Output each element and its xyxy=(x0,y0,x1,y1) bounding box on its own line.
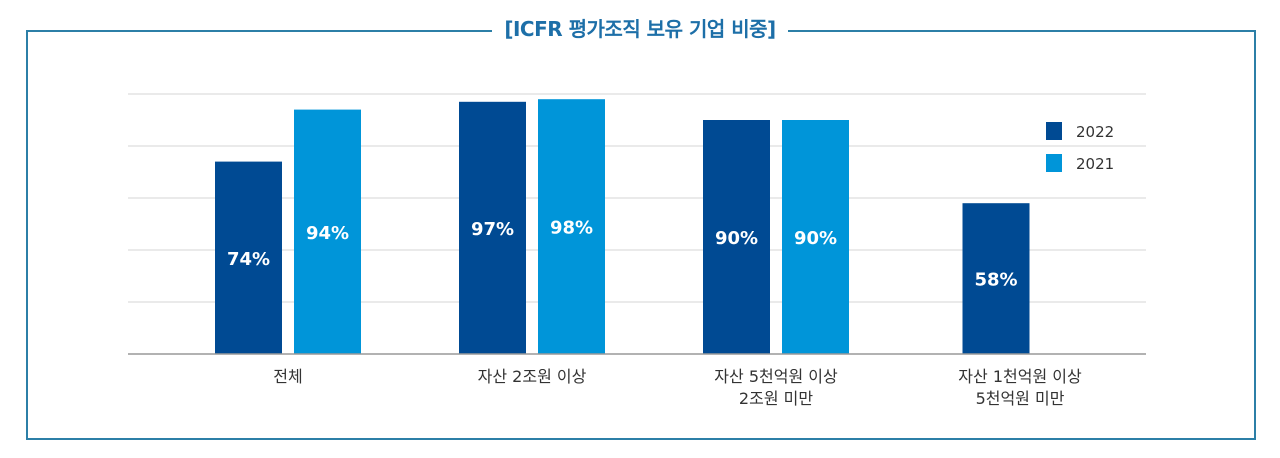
chart-title: [ICFR 평가조직 보유 기업 비중] xyxy=(492,14,788,44)
bar-2022-0 xyxy=(215,161,282,354)
bar-2021-2 xyxy=(782,120,849,354)
legend-label-2021: 2021 xyxy=(1076,155,1114,173)
legend-label-2022: 2022 xyxy=(1076,123,1114,141)
data-label: 90% xyxy=(715,228,758,249)
category-label: 자산 5천억원 이상 xyxy=(714,367,838,386)
data-label: 58% xyxy=(974,270,1017,291)
bar-2022-1 xyxy=(459,101,526,354)
data-label: 94% xyxy=(306,223,349,244)
legend-swatch-2022 xyxy=(1046,122,1062,140)
data-label: 74% xyxy=(227,249,270,270)
data-label: 98% xyxy=(550,218,593,239)
bar-2022-3 xyxy=(962,203,1030,354)
category-label: 자산 2조원 이상 xyxy=(478,367,587,386)
bar-2022-2 xyxy=(703,120,770,354)
data-label: 97% xyxy=(471,219,514,240)
data-label: 90% xyxy=(794,228,837,249)
legend-swatch-2021 xyxy=(1046,154,1062,172)
category-label: 전체 xyxy=(273,367,302,386)
bar-2021-1 xyxy=(538,99,605,354)
category-label: 2조원 미만 xyxy=(739,389,813,408)
category-label: 자산 1천억원 이상 xyxy=(958,367,1082,386)
bar-2021-0 xyxy=(294,109,361,354)
category-label: 5천억원 미만 xyxy=(976,389,1065,408)
